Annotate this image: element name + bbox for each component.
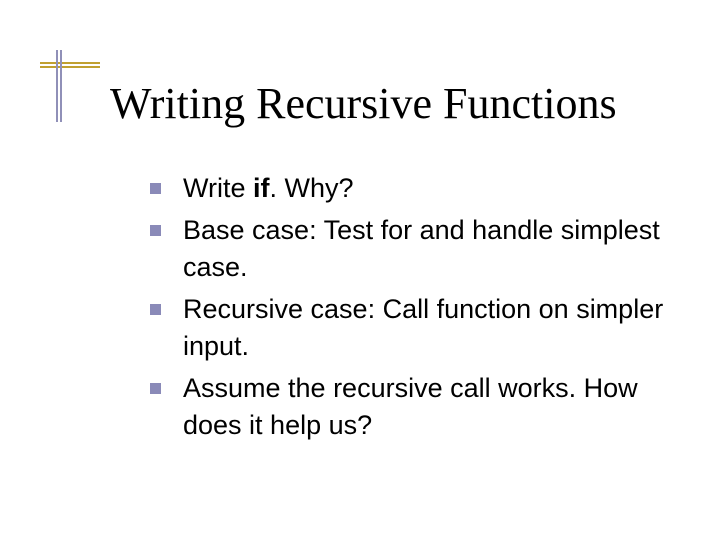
slide-content: Write if. Why? Base case: Test for and h… [150,170,690,449]
decoration-line-h2 [40,66,100,68]
bullet-text: Base case: Test for and handle simplest … [183,212,690,285]
bullet-text: Assume the recursive call works. How doe… [183,370,690,443]
bullet-text: Write if. Why? [183,170,354,206]
bullet-text: Recursive case: Call function on simpler… [183,291,690,364]
decoration-line-v2 [60,50,62,122]
decoration-line-v1 [56,50,58,122]
bullet-square-icon [150,383,161,394]
bullet-square-icon [150,304,161,315]
title-decoration [40,50,100,122]
bullet-square-icon [150,183,161,194]
list-item: Base case: Test for and handle simplest … [150,212,690,285]
bullet-square-icon [150,225,161,236]
slide-title: Writing Recursive Functions [110,78,617,129]
list-item: Recursive case: Call function on simpler… [150,291,690,364]
decoration-line-h1 [40,62,100,64]
list-item: Write if. Why? [150,170,690,206]
list-item: Assume the recursive call works. How doe… [150,370,690,443]
